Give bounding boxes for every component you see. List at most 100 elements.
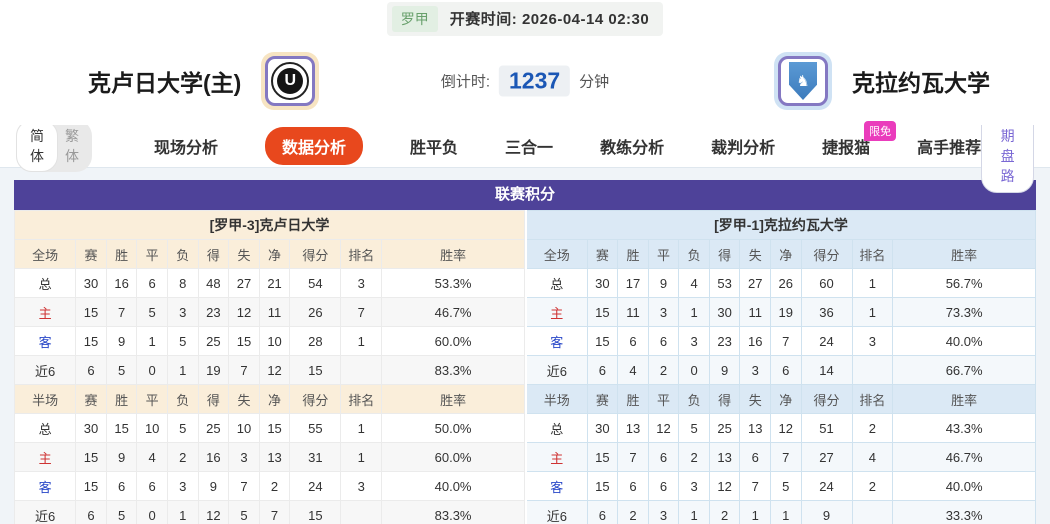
stat-cell: 6 — [647, 471, 680, 501]
stat-cell: 83.3% — [381, 355, 525, 385]
countdown: 倒计时: 1237 分钟 — [441, 65, 609, 97]
stat-cell: 23 — [197, 297, 230, 327]
tab-jiebaomao[interactable]: 捷报猫 限免 — [822, 121, 897, 158]
stat-cell: 15 — [258, 413, 291, 443]
col-header: 胜率 — [381, 239, 525, 269]
table-row: 近6 6 4 2 0 9 3 6 14 66.7% — [525, 355, 1036, 385]
stat-cell: 0 — [678, 355, 710, 385]
stat-cell: 13 — [258, 442, 291, 472]
lang-traditional[interactable]: 繁体 — [65, 128, 79, 164]
stat-cell: 13 — [617, 413, 649, 443]
row-label: 近6 — [525, 355, 588, 385]
tab-referee-analysis[interactable]: 裁判分析 — [711, 140, 776, 157]
col-header: 失 — [228, 239, 260, 269]
stat-cell: 9 — [105, 326, 138, 356]
table-row: 总 30 13 12 5 25 13 12 51 2 43.3% — [525, 413, 1036, 443]
stat-cell: 8 — [166, 268, 199, 298]
stat-cell: 3 — [678, 471, 710, 501]
stat-cell: 10 — [228, 413, 260, 443]
col-header: 得分 — [289, 239, 342, 269]
stat-cell: 10 — [136, 413, 168, 443]
stat-cell: 15 — [75, 471, 107, 501]
stat-cell: 27 — [800, 442, 853, 472]
stat-cell: 28 — [289, 326, 342, 356]
tab-expert-picks[interactable]: 高手推荐 — [917, 140, 982, 157]
stat-cell: 11 — [739, 297, 771, 327]
stat-cell: 4 — [678, 268, 710, 298]
row-label: 客 — [13, 471, 77, 501]
tab-win-draw-lose[interactable]: 胜平负 — [410, 140, 459, 157]
col-header: 排名 — [851, 239, 894, 269]
col-header: 赛 — [75, 239, 107, 269]
limited-free-badge: 限免 — [864, 121, 897, 141]
stat-cell — [340, 355, 383, 385]
stat-cell: 26 — [289, 297, 342, 327]
stat-cell: 5 — [678, 413, 710, 443]
row-label: 总 — [13, 413, 77, 443]
col-header: 胜 — [617, 384, 649, 414]
col-header: 全场 — [13, 239, 77, 269]
home-team-name: 克卢日大学(主) — [88, 70, 242, 96]
col-header: 排名 — [851, 384, 894, 414]
tab-live-analysis[interactable]: 现场分析 — [154, 140, 219, 157]
col-header: 胜率 — [892, 384, 1036, 414]
stat-cell: 2 — [258, 471, 291, 501]
stat-cell: 11 — [258, 297, 291, 327]
stat-cell: 9 — [647, 268, 680, 298]
stat-cell: 25 — [197, 413, 230, 443]
league-points-title: 联赛积分 — [14, 180, 1036, 210]
stat-cell: 12 — [228, 297, 260, 327]
tab-three-in-one[interactable]: 三合一 — [505, 140, 554, 157]
stat-cell: 3 — [647, 500, 680, 524]
stat-cell: 25 — [708, 413, 741, 443]
stat-cell: 43.3% — [892, 413, 1036, 443]
col-header: 平 — [136, 384, 168, 414]
table-row: 客 15 9 1 5 25 15 10 28 1 60.0% — [13, 326, 525, 356]
stat-cell: 3 — [851, 326, 894, 356]
row-label: 主 — [525, 442, 588, 472]
stat-cell: 1 — [166, 355, 199, 385]
col-header: 半场 — [13, 384, 77, 414]
stat-cell: 14 — [800, 355, 853, 385]
row-label: 近6 — [525, 500, 588, 524]
row-label: 主 — [13, 442, 77, 472]
stat-cell: 16 — [739, 326, 771, 356]
kickoff-time: 开赛时间: 2026-04-14 02:30 — [450, 8, 649, 29]
stat-cell: 24 — [800, 326, 853, 356]
stat-cell: 2 — [851, 413, 894, 443]
stat-cell: 30 — [75, 268, 107, 298]
stat-cell: 54 — [289, 268, 342, 298]
home-table-title: [罗甲-3]克卢日大学 — [14, 210, 525, 240]
stat-cell: 9 — [708, 355, 741, 385]
col-header: 得分 — [800, 239, 853, 269]
col-header: 得 — [197, 384, 230, 414]
tab-coach-analysis[interactable]: 教练分析 — [600, 140, 665, 157]
table-row: 客 15 6 6 3 12 7 5 24 2 40.0% — [525, 471, 1036, 501]
stat-cell: 12 — [647, 413, 680, 443]
language-toggle[interactable]: 简体 繁体 — [16, 120, 92, 172]
stat-cell: 2 — [851, 471, 894, 501]
lang-simplified[interactable]: 简体 — [16, 120, 58, 172]
stat-cell: 11 — [617, 297, 649, 327]
col-header: 净 — [770, 384, 802, 414]
col-header: 负 — [166, 239, 199, 269]
stat-cell: 6 — [647, 326, 680, 356]
stat-cell: 3 — [678, 326, 710, 356]
stat-cell: 25 — [197, 326, 230, 356]
table-row: 总 30 17 9 4 53 27 26 60 1 56.7% — [525, 268, 1036, 298]
stat-cell: 46.7% — [381, 297, 525, 327]
col-header: 净 — [258, 384, 291, 414]
stat-cell: 6 — [75, 500, 107, 524]
stat-cell: 55 — [289, 413, 342, 443]
row-label: 总 — [525, 413, 588, 443]
stat-cell — [851, 500, 894, 524]
col-header: 平 — [647, 384, 680, 414]
away-logo-frame-inner: ♞ — [778, 56, 828, 106]
nav-bar: 简体 繁体 现场分析 数据分析 胜平负 三合一 教练分析 裁判分析 捷报猫 限免 … — [0, 99, 1050, 193]
stat-cell: 6 — [586, 500, 619, 524]
col-header: 平 — [136, 239, 168, 269]
stat-cell: 1 — [739, 500, 771, 524]
tab-data-analysis[interactable]: 数据分析 — [265, 127, 364, 165]
stat-cell: 5 — [166, 326, 199, 356]
stat-cell: 48 — [197, 268, 230, 298]
